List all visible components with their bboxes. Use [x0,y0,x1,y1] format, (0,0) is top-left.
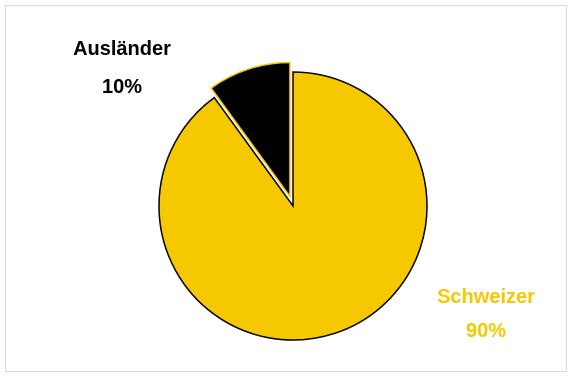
label-auslaender-percent: 10% [102,76,142,98]
pie-slice-ausl-nder [210,61,291,199]
pie-slices [158,61,428,341]
label-auslaender: Ausländer [73,38,171,60]
pie-slice-schweizer [158,71,428,341]
label-schweizer-percent: 90% [466,320,506,342]
label-schweizer: Schweizer [437,286,535,308]
